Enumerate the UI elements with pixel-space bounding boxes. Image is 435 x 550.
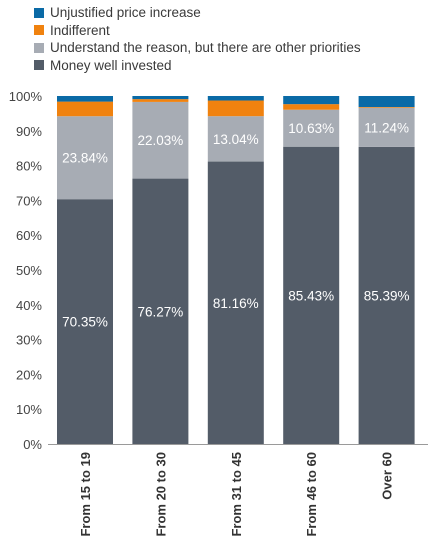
bar-segment-money-well-invested [207,161,264,444]
data-label: 13.04% [213,132,259,147]
bar-segment-indifferent [358,107,415,108]
data-label: 23.84% [62,151,108,166]
bar-segment-understand-the-reason-but-there-are-other-priorities [207,116,264,162]
bar-segment-understand-the-reason-but-there-are-other-priorities [358,107,415,147]
bar-segment-indifferent [57,101,113,117]
legend-item-money-well-invested: Money well invested [34,57,361,75]
legend-label: Money well invested [50,57,172,73]
bar-segment-understand-the-reason-but-there-are-other-priorities [57,116,113,200]
bar-segment-understand-the-reason-but-there-are-other-priorities [283,109,340,147]
legend-label: Indifferent [50,22,110,38]
data-label: 10.63% [288,121,334,136]
legend-swatch [34,60,44,71]
y-tick-label: 20% [16,367,42,382]
y-tick-label: 30% [16,333,42,348]
x-category-label: From 46 to 60 [304,452,319,537]
y-tick-label: 100% [9,89,43,104]
bar-segment-indifferent [132,99,189,102]
data-label: 76.27% [138,304,184,319]
legend: Unjustified price increase Indifferent Und… [34,4,361,74]
x-category-label: From 31 to 45 [229,452,244,537]
bar-segment-money-well-invested [358,146,415,444]
bar-segment-unjustified-price-increase [132,96,189,100]
bar-segment-unjustified-price-increase [283,96,340,105]
legend-label: Understand the reason, but there are oth… [50,40,361,56]
data-label: 85.39% [364,288,410,303]
bar-segment-unjustified-price-increase [57,96,113,102]
bar-segment-money-well-invested [283,146,340,444]
legend-swatch [34,42,44,53]
data-label: 11.24% [364,120,409,135]
bar-segment-understand-the-reason-but-there-are-other-priorities [132,101,189,179]
x-category-label: Over 60 [380,452,395,500]
y-tick-label: 10% [16,402,42,417]
legend-swatch [34,7,44,18]
legend-label: Unjustified price increase [50,5,201,21]
y-tick-label: 40% [16,298,42,313]
bar-segment-money-well-invested [132,178,189,445]
legend-item-indifferent: Indifferent [34,22,361,40]
data-label: 81.16% [213,296,259,311]
legend-item-unjustified-price-increase: Unjustified price increase [34,4,361,22]
bar-segment-indifferent [283,104,340,110]
y-tick-label: 80% [16,159,42,174]
legend-swatch [34,25,44,36]
bar-segment-unjustified-price-increase [207,96,264,101]
data-label: 85.43% [288,288,334,303]
x-category-label: From 20 to 30 [153,452,168,537]
data-label: 22.03% [138,133,184,148]
y-tick-label: 0% [23,437,42,452]
y-tick-label: 50% [16,263,42,278]
bar-segment-money-well-invested [57,199,113,444]
bar-segment-indifferent [207,100,264,117]
data-label: 70.35% [62,315,108,330]
x-category-label: From 15 to 19 [78,452,93,537]
y-tick-label: 60% [16,228,42,243]
y-tick-label: 90% [16,124,42,139]
legend-item-understand-the-reason-but-there-are-other-priorities: Understand the reason, but there are oth… [34,39,361,57]
y-tick-label: 70% [16,193,42,208]
bar-segment-unjustified-price-increase [358,96,415,108]
